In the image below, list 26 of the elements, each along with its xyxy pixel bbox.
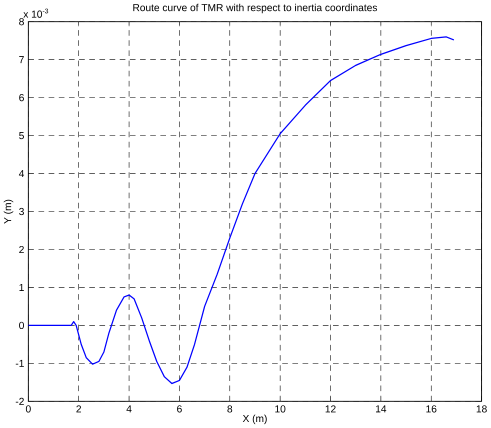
y-tick-label: -2 (16, 398, 24, 405)
x-tick-label: 4 (126, 405, 132, 412)
y-tick-label: 1 (19, 284, 24, 292)
x-axis-title: X (m) (242, 414, 267, 424)
y-tick-label: -1 (16, 360, 24, 367)
y-tick-label: 0 (19, 322, 24, 330)
x-tick-label: 0 (26, 405, 31, 413)
y-tick-label: 4 (18, 170, 24, 178)
x-tick-label: 10 (275, 405, 286, 413)
y-tick-label: 3 (19, 208, 24, 216)
line-series (28, 36, 455, 384)
x-tick-label: 12 (326, 405, 336, 412)
text: x 10$^{-3}$ (23, 8, 48, 18)
x-tick-label: 6 (177, 405, 182, 413)
x-tick-label: 8 (227, 405, 232, 413)
y-tick-label: 7 (19, 56, 24, 64)
y-tick-label: 8 (19, 18, 24, 26)
x-tick-label: 16 (426, 405, 436, 413)
x-tick-label: 2 (76, 405, 82, 412)
y-axis-title: Y (m) (4, 200, 14, 224)
y-tick-label: 5 (19, 132, 24, 140)
y-tick-label: 2 (19, 246, 24, 254)
y-tick-label: 6 (19, 94, 24, 102)
chart-title: Route curve of TMR with respect to inertia coordinates (133, 4, 378, 14)
x-tick-label: 14 (376, 405, 386, 412)
x-tick-label: 18 (476, 405, 487, 413)
